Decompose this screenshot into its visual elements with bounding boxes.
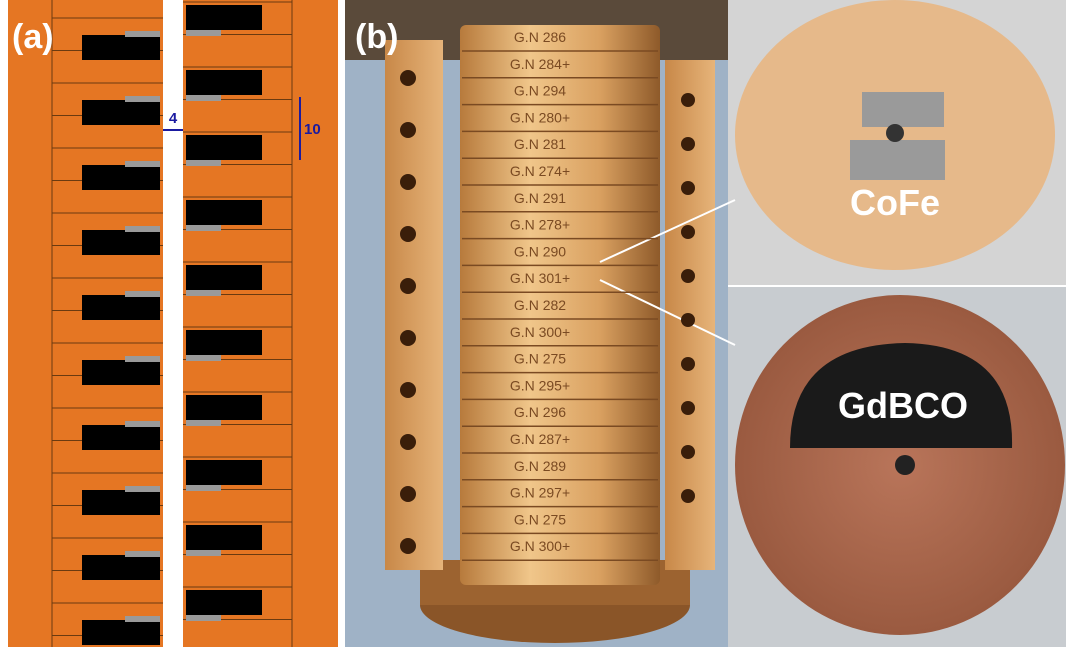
schematic-panel: 4 10 (a): [8, 0, 338, 647]
tape-layer: [125, 291, 160, 297]
rail-hole: [400, 174, 416, 190]
tape-block: [186, 525, 262, 550]
disk-label: G.N 281: [514, 136, 566, 152]
cofe-label: CoFe: [850, 182, 940, 223]
rail-hole: [681, 93, 695, 107]
rail-hole: [400, 122, 416, 138]
disk-label: G.N 287+: [510, 431, 570, 447]
hole: [895, 455, 915, 475]
disk-label: G.N 290: [514, 243, 566, 259]
tape-block: [82, 490, 160, 515]
rail-hole: [681, 313, 695, 327]
rail-hole: [400, 434, 416, 450]
tape-block: [186, 5, 262, 30]
cofe-sample: [850, 140, 945, 180]
disk-label: G.N 301+: [510, 270, 570, 286]
tape-layer: [186, 550, 221, 556]
hole: [886, 124, 904, 142]
rail-hole: [400, 538, 416, 554]
tape-layer: [125, 551, 160, 557]
tape-layer: [125, 96, 160, 102]
tape-block: [82, 360, 160, 385]
rail-hole: [681, 269, 695, 283]
disk-label: G.N 278+: [510, 217, 570, 233]
tape-layer: [186, 95, 221, 101]
rail-hole: [681, 137, 695, 151]
tape-layer: [186, 420, 221, 426]
tape-layer: [125, 161, 160, 167]
disk-label: G.N 275: [514, 511, 566, 527]
tape-block: [82, 100, 160, 125]
tape-block: [186, 590, 262, 615]
tape-block: [186, 70, 262, 95]
figure: 4 10 (a) CoFe GdBCO (b) G.N 286 G.N 284+ G.N…: [0, 0, 1066, 647]
disk-label: G.N 291: [514, 190, 566, 206]
disk-label: G.N 296: [514, 404, 566, 420]
photo-panel: CoFe GdBCO (b) G.N 286 G.N 284+ G.N 294 G.N…: [345, 0, 1066, 647]
disk-label: G.N 282: [514, 297, 566, 313]
tape-block: [186, 330, 262, 355]
tape-layer: [125, 356, 160, 362]
tape-block: [82, 230, 160, 255]
disk-label: G.N 294: [514, 83, 566, 99]
tape-layer: [125, 616, 160, 622]
tape-block: [186, 395, 262, 420]
tape-layer: [186, 225, 221, 231]
rail-hole: [681, 357, 695, 371]
pitch-dimension: 10: [304, 121, 321, 138]
rail-hole: [681, 445, 695, 459]
rail-hole: [681, 225, 695, 239]
tape-block: [186, 460, 262, 485]
rail-hole: [681, 489, 695, 503]
tape-block: [82, 620, 160, 645]
gdbco-label: GdBCO: [838, 385, 968, 426]
tape-layer: [186, 485, 221, 491]
tape-layer: [186, 160, 221, 166]
tape-block: [186, 200, 262, 225]
gap-strip: [163, 0, 183, 647]
tape-block: [82, 555, 160, 580]
tape-layer: [125, 31, 160, 37]
rail-hole: [400, 278, 416, 294]
tape-layer: [125, 226, 160, 232]
tape-layer: [125, 486, 160, 492]
panel-label: (a): [12, 18, 54, 56]
cofe-sample: [862, 92, 944, 127]
disk-label: G.N 300+: [510, 324, 570, 340]
rail-hole: [400, 486, 416, 502]
tape-block: [82, 165, 160, 190]
tape-layer: [186, 290, 221, 296]
tape-layer: [186, 615, 221, 621]
tape-block: [82, 35, 160, 60]
disk-label: G.N 286: [514, 29, 566, 45]
panel-label: (b): [355, 18, 398, 56]
rail-hole: [400, 70, 416, 86]
tape-block: [186, 265, 262, 290]
disk-label: G.N 284+: [510, 56, 570, 72]
tape-block: [82, 295, 160, 320]
tape-layer: [186, 30, 221, 36]
disk-label: G.N 274+: [510, 163, 570, 179]
disk-label: G.N 289: [514, 458, 566, 474]
gap-dimension: 4: [169, 110, 178, 127]
disk-label: G.N 295+: [510, 377, 570, 393]
tape-block: [186, 135, 262, 160]
rail-hole: [681, 181, 695, 195]
disk-label: G.N 280+: [510, 109, 570, 125]
rail-hole: [400, 330, 416, 346]
disk-label: G.N 300+: [510, 538, 570, 554]
tape-layer: [186, 355, 221, 361]
disk-label: G.N 297+: [510, 485, 570, 501]
rail-hole: [681, 401, 695, 415]
rail-hole: [400, 382, 416, 398]
disk-label: G.N 275: [514, 351, 566, 367]
rail-hole: [400, 226, 416, 242]
tape-block: [82, 425, 160, 450]
tape-layer: [125, 421, 160, 427]
